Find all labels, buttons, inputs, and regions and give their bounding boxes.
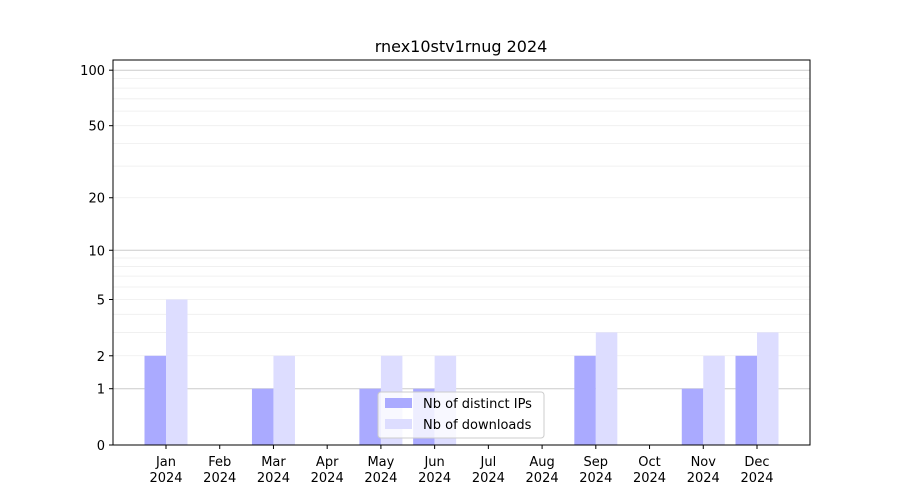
x-tick-label: Feb — [208, 455, 231, 470]
x-tick-label: May — [367, 455, 394, 470]
bar-downloads — [757, 332, 779, 445]
x-tick-label: Jun — [423, 455, 444, 470]
bar-ips — [144, 355, 166, 445]
x-tick-label: Apr — [316, 455, 339, 470]
x-tick-label: 2024 — [472, 471, 505, 486]
legend-box — [377, 391, 545, 439]
bar-ips — [681, 388, 704, 445]
legend-swatch — [385, 398, 412, 408]
x-tick-label: Oct — [638, 455, 660, 470]
x-tick-label: 2024 — [418, 471, 451, 486]
x-tick-label: 2024 — [203, 471, 236, 486]
y-tick-label: 50 — [88, 120, 105, 135]
x-tick-label: 2024 — [149, 471, 182, 486]
x-tick-label: Jul — [480, 455, 497, 470]
x-tick-label: 2024 — [364, 471, 397, 486]
bar-downloads — [703, 355, 725, 445]
chart-title: rnex10stv1rnug 2024 — [375, 37, 548, 56]
y-tick-label: 100 — [80, 64, 105, 79]
x-tick-label: Aug — [529, 455, 554, 470]
x-tick-label: Dec — [744, 455, 769, 470]
legend-label: Nb of downloads — [423, 418, 532, 433]
y-tick-label: 1 — [97, 383, 105, 398]
x-tick-label: 2024 — [257, 471, 290, 486]
x-tick-label: 2024 — [633, 471, 666, 486]
bar-downloads — [273, 355, 295, 445]
bar-ips — [359, 388, 381, 445]
bar-downloads — [595, 332, 618, 445]
y-tick-label: 0 — [97, 439, 105, 454]
bar-ips — [251, 388, 274, 445]
bar-ips — [574, 355, 596, 445]
x-tick-label: Sep — [584, 455, 609, 470]
x-tick-label: 2024 — [740, 471, 773, 486]
y-tick-label: 20 — [88, 192, 105, 207]
y-tick-label: 2 — [97, 350, 105, 365]
legend: Nb of distinct IPs Nb of downloads — [377, 391, 545, 439]
x-tick-label: 2024 — [687, 471, 720, 486]
legend-swatch — [385, 419, 412, 429]
y-tick-label: 10 — [88, 244, 105, 259]
x-tick-label: 2024 — [311, 471, 344, 486]
x-tick-label: 2024 — [579, 471, 612, 486]
x-tick-label: Nov — [691, 455, 717, 470]
plot-frame — [112, 59, 811, 446]
legend-label: Nb of distinct IPs — [423, 397, 532, 412]
bar-downloads — [166, 299, 188, 445]
y-tick-label: 5 — [97, 293, 105, 308]
x-tick-label: Mar — [261, 455, 286, 470]
bar-ips — [735, 355, 757, 445]
x-tick-label: Jan — [155, 455, 176, 470]
x-tick-label: 2024 — [526, 471, 559, 486]
